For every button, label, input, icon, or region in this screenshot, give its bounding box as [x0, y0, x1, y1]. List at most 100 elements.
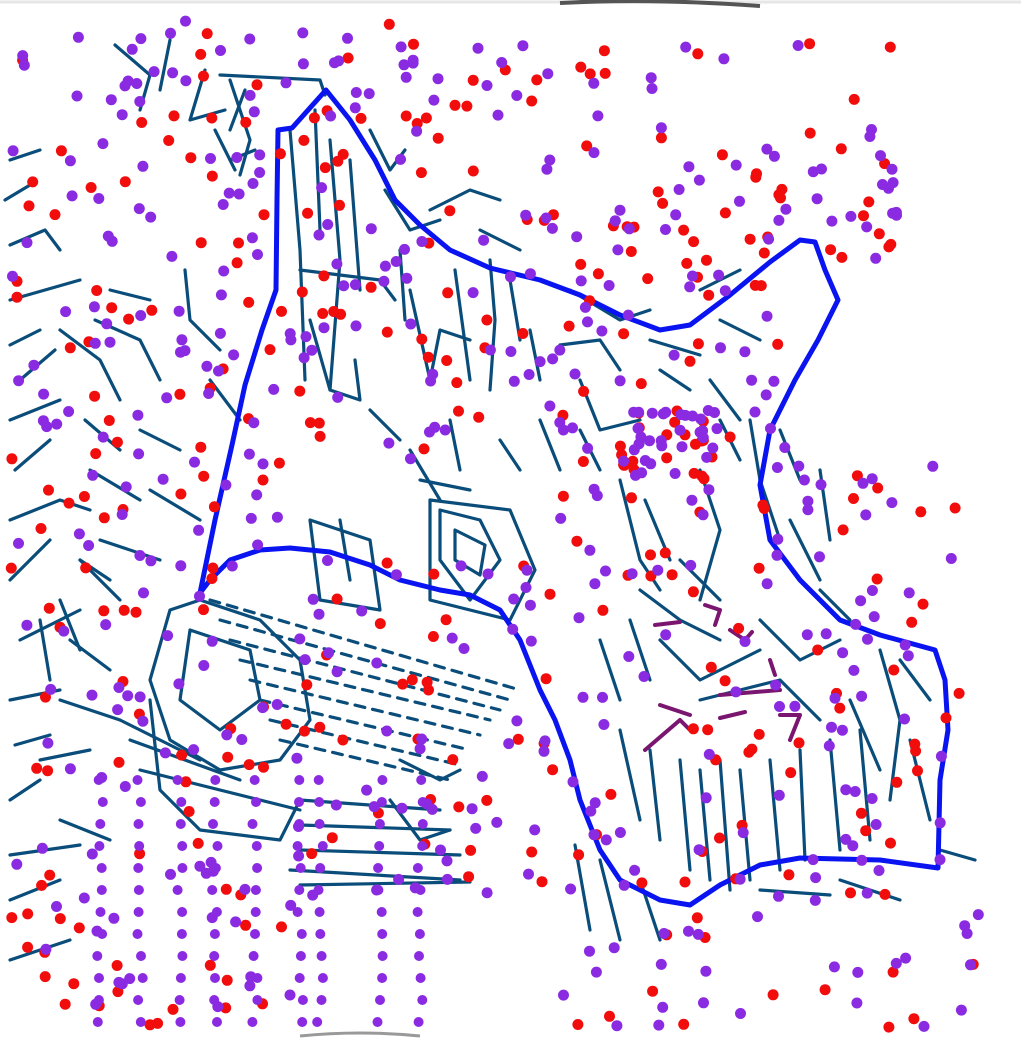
- red-sample-point: [258, 209, 270, 221]
- purple-sample-point: [520, 582, 532, 593]
- red-sample-point: [743, 746, 755, 758]
- purple-sample-point: [175, 819, 186, 829]
- highlight-path: [768, 658, 777, 677]
- red-sample-point: [80, 562, 92, 574]
- purple-sample-point: [383, 437, 395, 449]
- purple-sample-point: [737, 827, 749, 839]
- red-sample-point: [240, 116, 252, 128]
- purple-sample-point: [435, 844, 446, 856]
- purple-sample-point: [847, 840, 859, 852]
- purple-sample-point: [194, 860, 206, 872]
- purple-sample-point: [215, 289, 227, 301]
- purple-sample-point: [934, 817, 946, 829]
- purple-sample-point: [608, 942, 620, 954]
- red-sample-point: [855, 807, 867, 819]
- purple-sample-point: [508, 593, 520, 605]
- red-sample-point: [111, 436, 123, 448]
- red-sample-point: [719, 675, 731, 687]
- red-sample-point: [793, 737, 805, 749]
- purple-sample-point: [828, 961, 840, 973]
- purple-sample-point: [395, 41, 407, 53]
- purple-sample-point: [579, 301, 591, 313]
- purple-sample-point: [247, 819, 258, 829]
- purple-sample-point: [768, 150, 780, 162]
- purple-sample-point: [399, 243, 410, 255]
- red-sample-point: [98, 512, 110, 524]
- purple-sample-point: [918, 1020, 930, 1032]
- purple-sample-point: [411, 125, 423, 137]
- red-sample-point: [73, 922, 85, 934]
- purple-sample-point: [609, 215, 621, 227]
- purple-sample-point: [223, 187, 235, 199]
- red-sample-point: [326, 832, 338, 844]
- bottom-edge-arc: [299, 1031, 421, 1038]
- red-sample-point: [536, 876, 548, 888]
- purple-sample-point: [676, 441, 688, 453]
- purple-sample-point: [297, 27, 309, 39]
- purple-sample-point: [857, 477, 869, 489]
- red-sample-point: [198, 70, 209, 82]
- purple-sample-point: [645, 72, 657, 84]
- purple-sample-point: [416, 775, 427, 785]
- red-sample-point: [804, 38, 816, 50]
- purple-sample-point: [814, 551, 825, 563]
- purple-sample-point: [407, 54, 419, 66]
- purple-sample-point: [629, 864, 641, 876]
- red-sample-point: [195, 48, 207, 60]
- purple-sample-point: [313, 885, 324, 895]
- purple-sample-point: [779, 442, 791, 453]
- red-sample-point: [772, 338, 784, 350]
- purple-sample-point: [248, 106, 260, 118]
- purple-sample-point: [236, 734, 248, 745]
- red-sample-point: [473, 411, 485, 423]
- purple-sample-point: [903, 587, 915, 599]
- highlight-path: [718, 688, 782, 697]
- red-sample-point: [557, 490, 569, 502]
- purple-sample-point: [21, 619, 33, 631]
- red-sample-point: [733, 622, 745, 634]
- purple-sample-point: [675, 409, 687, 421]
- red-sample-point: [845, 887, 856, 899]
- purple-sample-point: [470, 822, 482, 834]
- red-sample-point: [785, 767, 797, 779]
- red-sample-point: [626, 492, 637, 504]
- purple-sample-point: [317, 973, 328, 983]
- purple-sample-point: [655, 435, 667, 447]
- purple-sample-point: [658, 928, 670, 939]
- red-sample-point: [463, 871, 475, 883]
- purple-sample-point: [250, 885, 261, 895]
- purple-sample-point: [618, 455, 630, 467]
- purple-sample-point: [405, 453, 416, 465]
- purple-sample-point: [466, 803, 478, 815]
- red-sample-point: [440, 614, 452, 626]
- purple-sample-point: [826, 721, 837, 733]
- purple-sample-point: [92, 951, 103, 961]
- purple-sample-point: [209, 951, 220, 961]
- purple-sample-point: [588, 829, 600, 841]
- red-sample-point: [449, 99, 461, 111]
- purple-sample-point: [851, 997, 863, 1009]
- red-sample-point: [306, 848, 318, 860]
- red-sample-point: [195, 237, 207, 249]
- red-sample-point: [912, 765, 923, 777]
- purple-sample-point: [614, 375, 626, 387]
- purple-sample-point: [94, 841, 105, 851]
- purple-sample-point: [374, 841, 385, 851]
- purple-sample-point: [849, 786, 861, 797]
- purple-sample-point: [669, 468, 681, 479]
- purple-sample-point: [645, 458, 657, 470]
- red-sample-point: [206, 573, 218, 584]
- purple-sample-point: [162, 630, 174, 642]
- red-sample-point: [584, 68, 596, 80]
- purple-sample-point: [176, 334, 188, 346]
- red-sample-point: [299, 725, 310, 737]
- purple-sample-point: [133, 203, 145, 215]
- red-sample-point: [85, 182, 97, 193]
- purple-sample-point: [810, 872, 822, 884]
- purple-sample-point: [368, 801, 380, 813]
- red-sample-point: [415, 167, 427, 179]
- purple-sample-point: [709, 407, 720, 418]
- purple-sample-point: [137, 973, 148, 983]
- red-sample-point: [572, 1019, 584, 1030]
